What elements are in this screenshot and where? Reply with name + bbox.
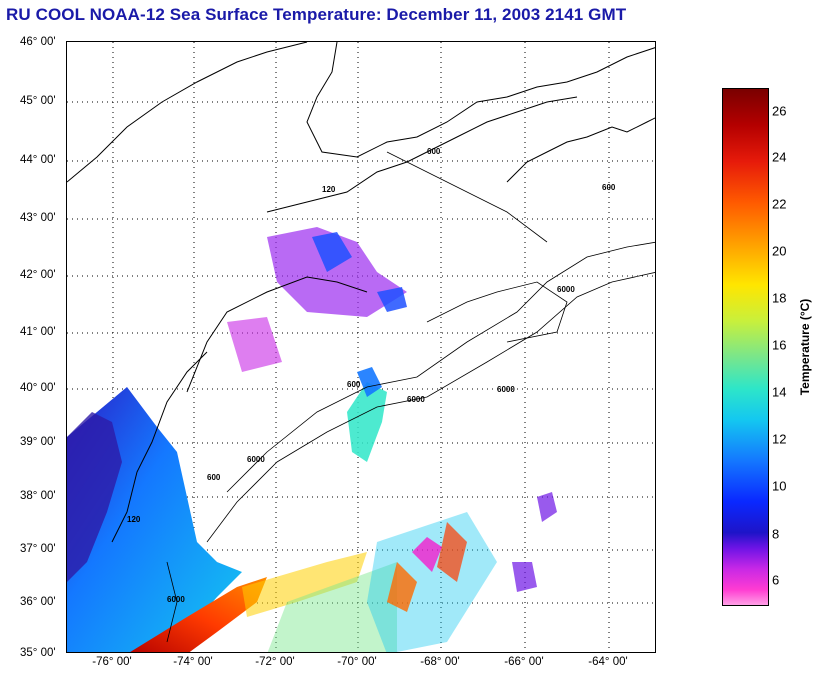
coastline xyxy=(67,42,655,543)
temperature-colorbar xyxy=(722,88,769,606)
lon-label: -64° 00' xyxy=(588,656,628,668)
isobath-label: 600 xyxy=(602,183,616,192)
colorbar-tick: 26 xyxy=(772,103,787,119)
lon-label: -76° 00' xyxy=(92,656,132,668)
lon-label: -72° 00' xyxy=(255,656,295,668)
lat-label: 44° 00' xyxy=(20,154,56,166)
isobath-label: 6000 xyxy=(497,385,515,394)
sst-map: 600 600 6000 6000 6000 6000 600 600 120 … xyxy=(66,41,656,653)
isobath-labels: 600 600 6000 6000 6000 6000 600 600 120 … xyxy=(127,147,616,604)
colorbar-tick: 8 xyxy=(772,526,780,542)
colorbar-tick: 20 xyxy=(772,243,787,259)
isobath-label: 600 xyxy=(347,380,361,389)
isobath-label: 120 xyxy=(127,515,141,524)
colorbar-tick: 22 xyxy=(772,196,787,212)
isobath-label: 6000 xyxy=(247,455,265,464)
lat-label: 36° 00' xyxy=(20,596,56,608)
lon-label: -66° 00' xyxy=(504,656,544,668)
isobaths xyxy=(166,151,655,643)
lat-label: 40° 00' xyxy=(20,382,56,394)
colorbar-tick: 18 xyxy=(772,290,787,306)
lat-label: 45° 00' xyxy=(20,95,56,107)
map-title: RU COOL NOAA-12 Sea Surface Temperature:… xyxy=(6,5,627,24)
isobath-label: 600 xyxy=(207,473,221,482)
colorbar-tick: 16 xyxy=(772,337,787,353)
isobath-label: 600 xyxy=(427,147,441,156)
colorbar-tick: 14 xyxy=(772,384,787,400)
isobath-label: 120 xyxy=(322,185,336,194)
lat-label: 43° 00' xyxy=(20,212,56,224)
lat-label: 41° 00' xyxy=(20,326,56,338)
lon-label: -68° 00' xyxy=(420,656,460,668)
colorbar-label: Temperature (°C) xyxy=(798,298,812,396)
colorbar-tick: 12 xyxy=(772,431,787,447)
lat-label: 42° 00' xyxy=(20,269,56,281)
lat-label: 38° 00' xyxy=(20,490,56,502)
lat-label: 35° 00' xyxy=(20,647,56,659)
sst-map-canvas: 600 600 6000 6000 6000 6000 600 600 120 … xyxy=(67,42,655,652)
isobath-label: 6000 xyxy=(557,285,575,294)
lat-label: 39° 00' xyxy=(20,436,56,448)
lon-label: -70° 00' xyxy=(337,656,377,668)
isobath-label: 6000 xyxy=(167,595,185,604)
sst-imagery xyxy=(67,227,557,652)
colorbar-tick: 24 xyxy=(772,149,787,165)
lat-label: 46° 00' xyxy=(20,36,56,48)
isobath-label: 6000 xyxy=(407,395,425,404)
colorbar-tick: 10 xyxy=(772,478,787,494)
lon-label: -74° 00' xyxy=(173,656,213,668)
lat-label: 37° 00' xyxy=(20,543,56,555)
colorbar-tick: 6 xyxy=(772,572,780,588)
